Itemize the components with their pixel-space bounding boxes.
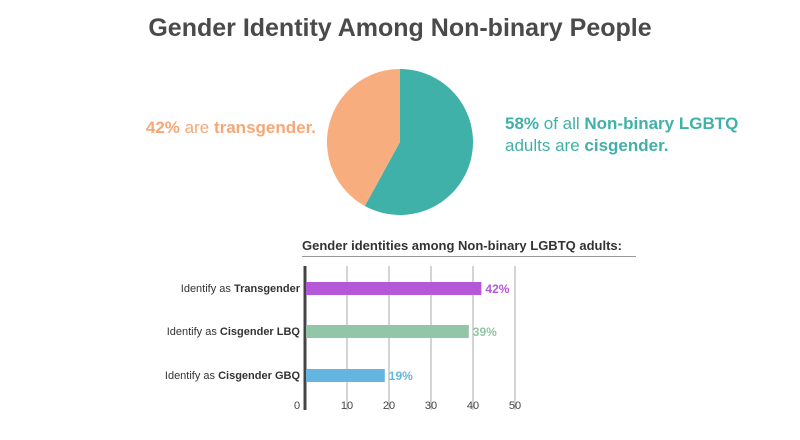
x-tick-label-0: 0 bbox=[294, 400, 300, 412]
cisgender-term: cisgender. bbox=[584, 136, 669, 155]
bar-1 bbox=[306, 282, 482, 295]
cisgender-group: Non-binary LGBTQ bbox=[584, 114, 739, 133]
category-label-name: Cisgender GBQ bbox=[218, 370, 300, 382]
category-label-name: Transgender bbox=[234, 283, 301, 295]
category-label-prefix: Identify as bbox=[165, 370, 218, 382]
bar-chart-title-rule bbox=[302, 256, 636, 257]
cisgender-percent: 58% bbox=[505, 114, 540, 133]
x-tick-label-30: 30 bbox=[425, 400, 437, 412]
x-tick-label-40: 40 bbox=[467, 400, 479, 412]
category-label-2: Identify as Cisgender LBQ bbox=[167, 326, 301, 338]
bar-chart: 0 10 20 30 40 50 Identify as Transgender 42% Ide… bbox=[165, 266, 521, 412]
bar-3 bbox=[306, 369, 385, 382]
pie-slice-cisgender bbox=[364, 69, 473, 215]
pie-chart bbox=[327, 69, 473, 215]
chart-title: Gender Identity Among Non-binary People bbox=[148, 14, 652, 42]
category-label-1: Identify as Transgender bbox=[181, 283, 301, 295]
transgender-term: transgender. bbox=[213, 118, 316, 137]
bar-2 bbox=[306, 325, 469, 338]
x-tick-label-10: 10 bbox=[341, 400, 353, 412]
transgender-percent: 42% bbox=[145, 118, 180, 137]
bar-chart-title: Gender identities among Non-binary LGBTQ… bbox=[302, 238, 622, 253]
transgender-callout: 42% are transgender. bbox=[96, 117, 316, 139]
cisgender-callout: 58% of all Non-binary LGBTQ adults are ci… bbox=[505, 113, 785, 157]
transgender-callout-mid: are bbox=[179, 118, 214, 137]
x-tick-label-50: 50 bbox=[509, 400, 521, 412]
cisgender-callout-line2: adults are bbox=[505, 136, 585, 155]
category-label-name: Cisgender LBQ bbox=[220, 326, 301, 338]
value-label-3: 19% bbox=[389, 369, 413, 383]
cisgender-callout-mid: of all bbox=[539, 114, 585, 133]
category-label-prefix: Identify as bbox=[167, 326, 220, 338]
pie-slice-transgender bbox=[327, 69, 400, 206]
value-label-2: 39% bbox=[473, 325, 497, 339]
category-label-prefix: Identify as bbox=[181, 283, 234, 295]
category-label-3: Identify as Cisgender GBQ bbox=[165, 370, 301, 382]
value-label-1: 42% bbox=[485, 282, 509, 296]
x-tick-label-20: 20 bbox=[383, 400, 395, 412]
